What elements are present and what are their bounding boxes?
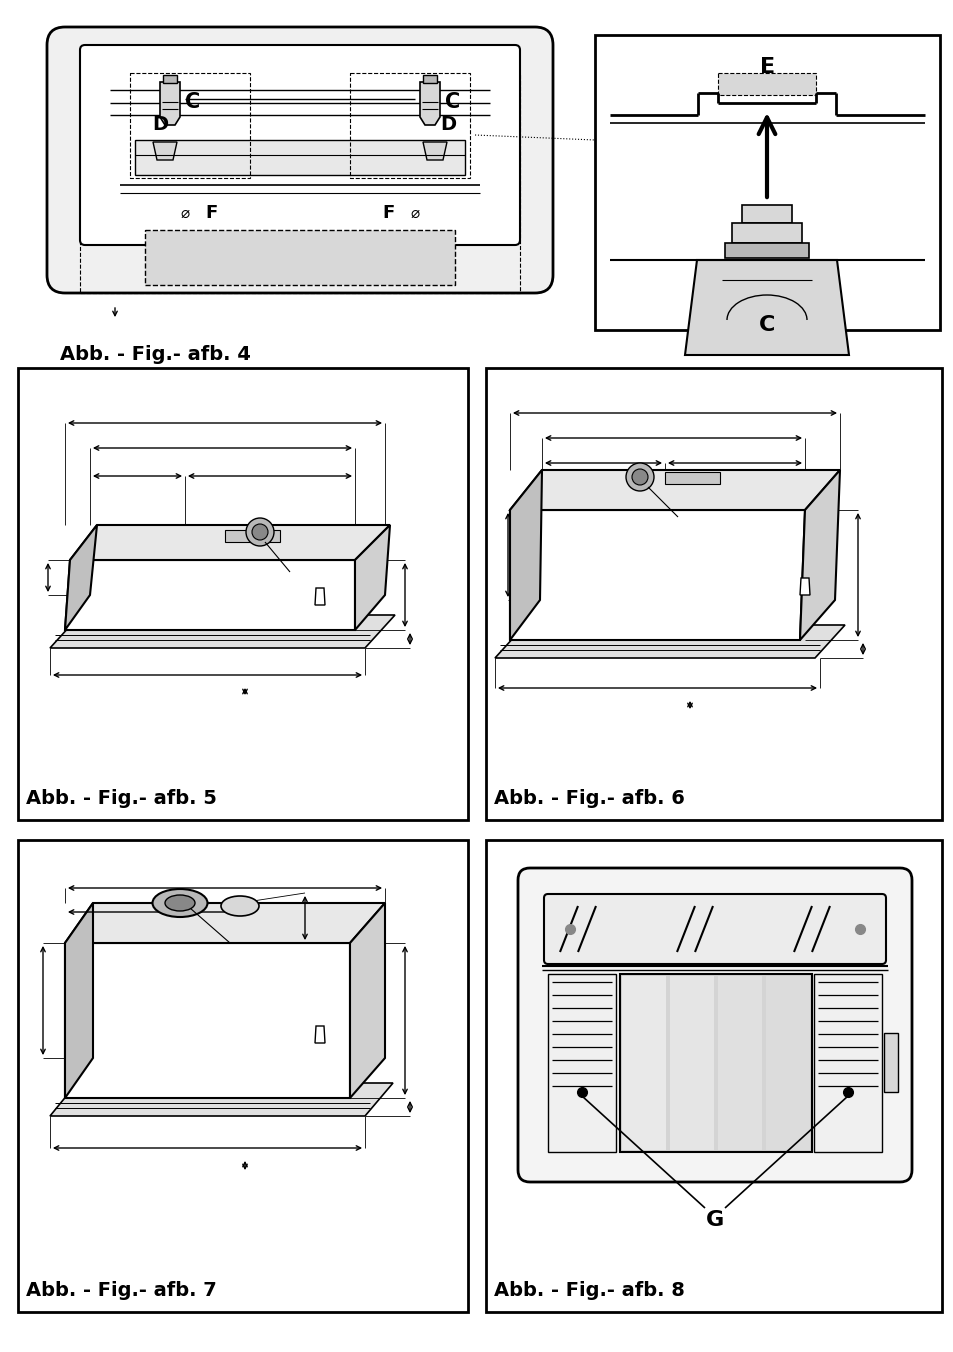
Text: Abb. - Fig.- afb. 6: Abb. - Fig.- afb. 6 [494, 790, 684, 808]
Bar [485, 368, 941, 821]
Text: C: C [758, 315, 775, 335]
Bar [718, 73, 815, 95]
Bar [145, 230, 455, 285]
Text: G: G [705, 1210, 723, 1230]
Polygon shape [355, 525, 390, 630]
Polygon shape [65, 942, 350, 1098]
Bar [350, 73, 470, 178]
Text: Abb. - Fig.- afb. 7: Abb. - Fig.- afb. 7 [26, 1280, 216, 1301]
Circle shape [631, 469, 647, 485]
Bar [731, 223, 801, 243]
Circle shape [625, 462, 654, 491]
Bar [163, 74, 177, 82]
Bar [485, 840, 941, 1311]
Polygon shape [495, 625, 844, 658]
Bar [422, 74, 436, 82]
Bar [18, 840, 468, 1311]
Bar [664, 472, 720, 484]
Bar [225, 530, 280, 542]
Bar [718, 976, 761, 1151]
Polygon shape [422, 142, 447, 160]
Polygon shape [65, 903, 92, 1098]
Polygon shape [152, 142, 177, 160]
Bar [669, 976, 713, 1151]
Polygon shape [510, 510, 804, 639]
Bar [130, 73, 250, 178]
Polygon shape [160, 82, 180, 124]
Polygon shape [510, 470, 840, 510]
Polygon shape [800, 470, 840, 639]
Bar [741, 206, 791, 223]
Polygon shape [314, 1026, 325, 1042]
Text: Abb. - Fig.- afb. 8: Abb. - Fig.- afb. 8 [494, 1280, 684, 1301]
Text: ⌀: ⌀ [410, 206, 419, 220]
Bar [547, 973, 616, 1152]
Circle shape [246, 518, 274, 546]
Text: F: F [205, 204, 217, 222]
Text: C: C [444, 92, 459, 112]
Polygon shape [800, 579, 809, 595]
Bar [18, 368, 468, 821]
Text: F: F [382, 204, 395, 222]
Polygon shape [65, 560, 355, 630]
FancyBboxPatch shape [543, 894, 885, 964]
Bar [595, 35, 939, 330]
Bar [80, 73, 519, 293]
Text: D: D [439, 115, 456, 134]
Ellipse shape [221, 896, 258, 917]
Bar [724, 243, 808, 258]
Polygon shape [314, 588, 325, 604]
FancyBboxPatch shape [80, 45, 519, 245]
Bar [135, 141, 464, 174]
Text: D: D [152, 115, 168, 134]
Bar [619, 973, 811, 1152]
Text: ⌀: ⌀ [180, 206, 190, 220]
Ellipse shape [152, 890, 208, 917]
Polygon shape [65, 903, 385, 942]
Bar [621, 976, 665, 1151]
Polygon shape [419, 82, 439, 124]
FancyBboxPatch shape [517, 868, 911, 1182]
Text: E: E [760, 57, 774, 77]
Polygon shape [510, 470, 541, 639]
Polygon shape [65, 525, 97, 630]
Polygon shape [70, 525, 390, 560]
FancyBboxPatch shape [47, 27, 553, 293]
Polygon shape [684, 260, 848, 356]
Polygon shape [50, 1083, 393, 1115]
Polygon shape [350, 903, 385, 1098]
Ellipse shape [165, 895, 194, 911]
Bar [765, 976, 809, 1151]
Text: C: C [185, 92, 200, 112]
Text: Abb. - Fig.- afb. 5: Abb. - Fig.- afb. 5 [26, 790, 216, 808]
Bar [813, 973, 882, 1152]
Bar [883, 1033, 897, 1092]
Text: Abb. - Fig.- afb. 4: Abb. - Fig.- afb. 4 [60, 345, 251, 364]
Polygon shape [50, 615, 395, 648]
Circle shape [252, 525, 268, 539]
